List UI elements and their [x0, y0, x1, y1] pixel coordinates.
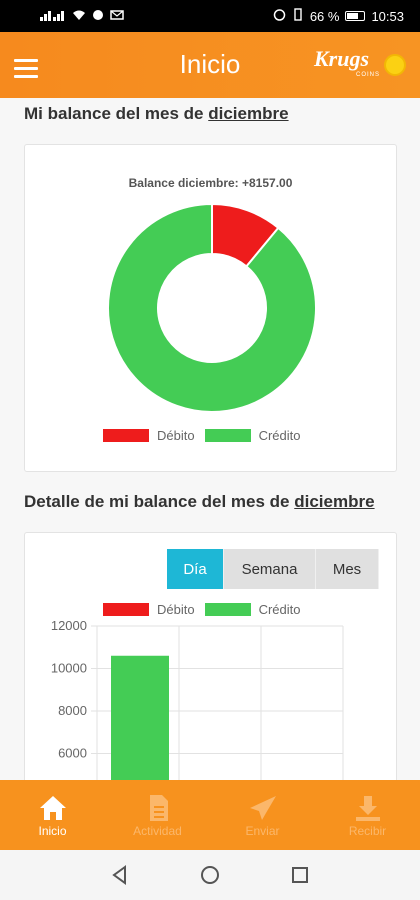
- legend-credito[interactable]: Crédito: [204, 428, 301, 443]
- battery-icon: [345, 11, 366, 21]
- legend-swatch-debito: [103, 429, 149, 442]
- battery-percent: 66 %: [309, 8, 340, 24]
- system-nav: [0, 850, 420, 900]
- bar-legend: Débito Crédito: [103, 602, 301, 617]
- status-right: 66 % 10:53: [273, 8, 404, 24]
- signal-icon: [40, 9, 66, 24]
- detail-section-title: Detalle de mi balance del mes de diciemb…: [24, 492, 375, 512]
- bar-legend-credito[interactable]: Crédito: [204, 602, 301, 617]
- toggle-mes[interactable]: Mes: [316, 549, 379, 589]
- legend-label-debito: Débito: [157, 428, 195, 443]
- legend-swatch-credito: [204, 429, 251, 442]
- coin-icon: [384, 54, 406, 76]
- bar-legend-swatch-credito: [204, 603, 251, 616]
- page-title: Inicio: [179, 49, 241, 79]
- vibrate-icon: [292, 8, 304, 24]
- balance-section-title: Mi balance del mes de diciembre: [24, 104, 289, 124]
- toggle-dia[interactable]: Día: [167, 549, 224, 589]
- nav-inicio-label: Inicio: [38, 824, 67, 838]
- bottom-nav: Inicio Actividad Enviar Recibir: [0, 780, 420, 850]
- document-icon: [149, 795, 168, 821]
- nav-enviar[interactable]: Enviar: [210, 780, 315, 850]
- clock: 10:53: [371, 8, 404, 24]
- detail-section-prefix: Detalle de mi balance del mes de: [24, 492, 290, 511]
- back-icon[interactable]: [108, 863, 132, 887]
- pie-legend: Débito Crédito: [103, 428, 301, 443]
- bar-legend-swatch-debito: [103, 603, 149, 616]
- balance-section-month[interactable]: diciembre: [208, 104, 289, 123]
- home-circle-icon[interactable]: [198, 863, 222, 887]
- balance-donut-chart: [107, 203, 317, 413]
- download-icon: [355, 796, 380, 821]
- main-content[interactable]: Mi balance del mes de diciembre Balance …: [0, 98, 420, 780]
- bar-legend-label-credito: Crédito: [258, 602, 301, 617]
- balance-section-prefix: Mi balance del mes de: [24, 104, 204, 123]
- balance-bar-chart: 6000 8000 10000 12000: [51, 618, 344, 780]
- alarm-icon: [273, 8, 286, 24]
- nav-enviar-label: Enviar: [245, 824, 280, 838]
- nav-actividad[interactable]: Actividad: [105, 780, 210, 850]
- status-left: [40, 9, 124, 24]
- recents-icon[interactable]: [288, 863, 312, 887]
- donut-slice-1[interactable]: [107, 203, 317, 413]
- bar-legend-debito[interactable]: Débito: [103, 602, 195, 617]
- legend-debito[interactable]: Débito: [103, 428, 195, 443]
- balance-bar-card: Día Semana Mes Débito Crédito 6000 8000 10…: [24, 532, 397, 780]
- nav-recibir-label: Recibir: [348, 824, 387, 838]
- nav-inicio[interactable]: Inicio: [0, 780, 105, 850]
- y-tick-label-6000: 6000: [58, 746, 87, 761]
- bar-credito-0[interactable]: [111, 655, 169, 780]
- toggle-semana[interactable]: Semana: [224, 549, 316, 589]
- nav-recibir[interactable]: Recibir: [315, 780, 420, 850]
- logo-subtext: COINS: [356, 72, 381, 78]
- balance-pie-card: Balance diciembre: +8157.00 Débito Crédi…: [24, 144, 397, 472]
- nav-actividad-label: Actividad: [133, 824, 182, 838]
- y-tick-label-10000: 10000: [51, 661, 87, 676]
- period-toggle: Día Semana Mes: [167, 549, 379, 589]
- y-tick-label-8000: 8000: [58, 703, 87, 718]
- app-header: Inicio Krugs COINS: [0, 32, 420, 98]
- bar-legend-label-debito: Débito: [157, 602, 195, 617]
- detail-section-month[interactable]: diciembre: [294, 492, 375, 511]
- y-tick-label-12000: 12000: [51, 618, 87, 633]
- send-icon: [249, 796, 276, 820]
- krugs-logo: Krugs COINS: [314, 42, 406, 82]
- pie-chart-title: Balance diciembre: +8157.00: [128, 176, 293, 190]
- vpn-icon: [92, 9, 104, 24]
- email-icon: [110, 9, 124, 24]
- menu-icon[interactable]: [14, 59, 38, 79]
- logo-text: Krugs: [314, 46, 370, 71]
- legend-label-credito: Crédito: [258, 428, 301, 443]
- wifi-icon: [72, 9, 86, 24]
- status-bar: 66 % 10:53: [0, 0, 420, 32]
- home-icon: [39, 796, 66, 820]
